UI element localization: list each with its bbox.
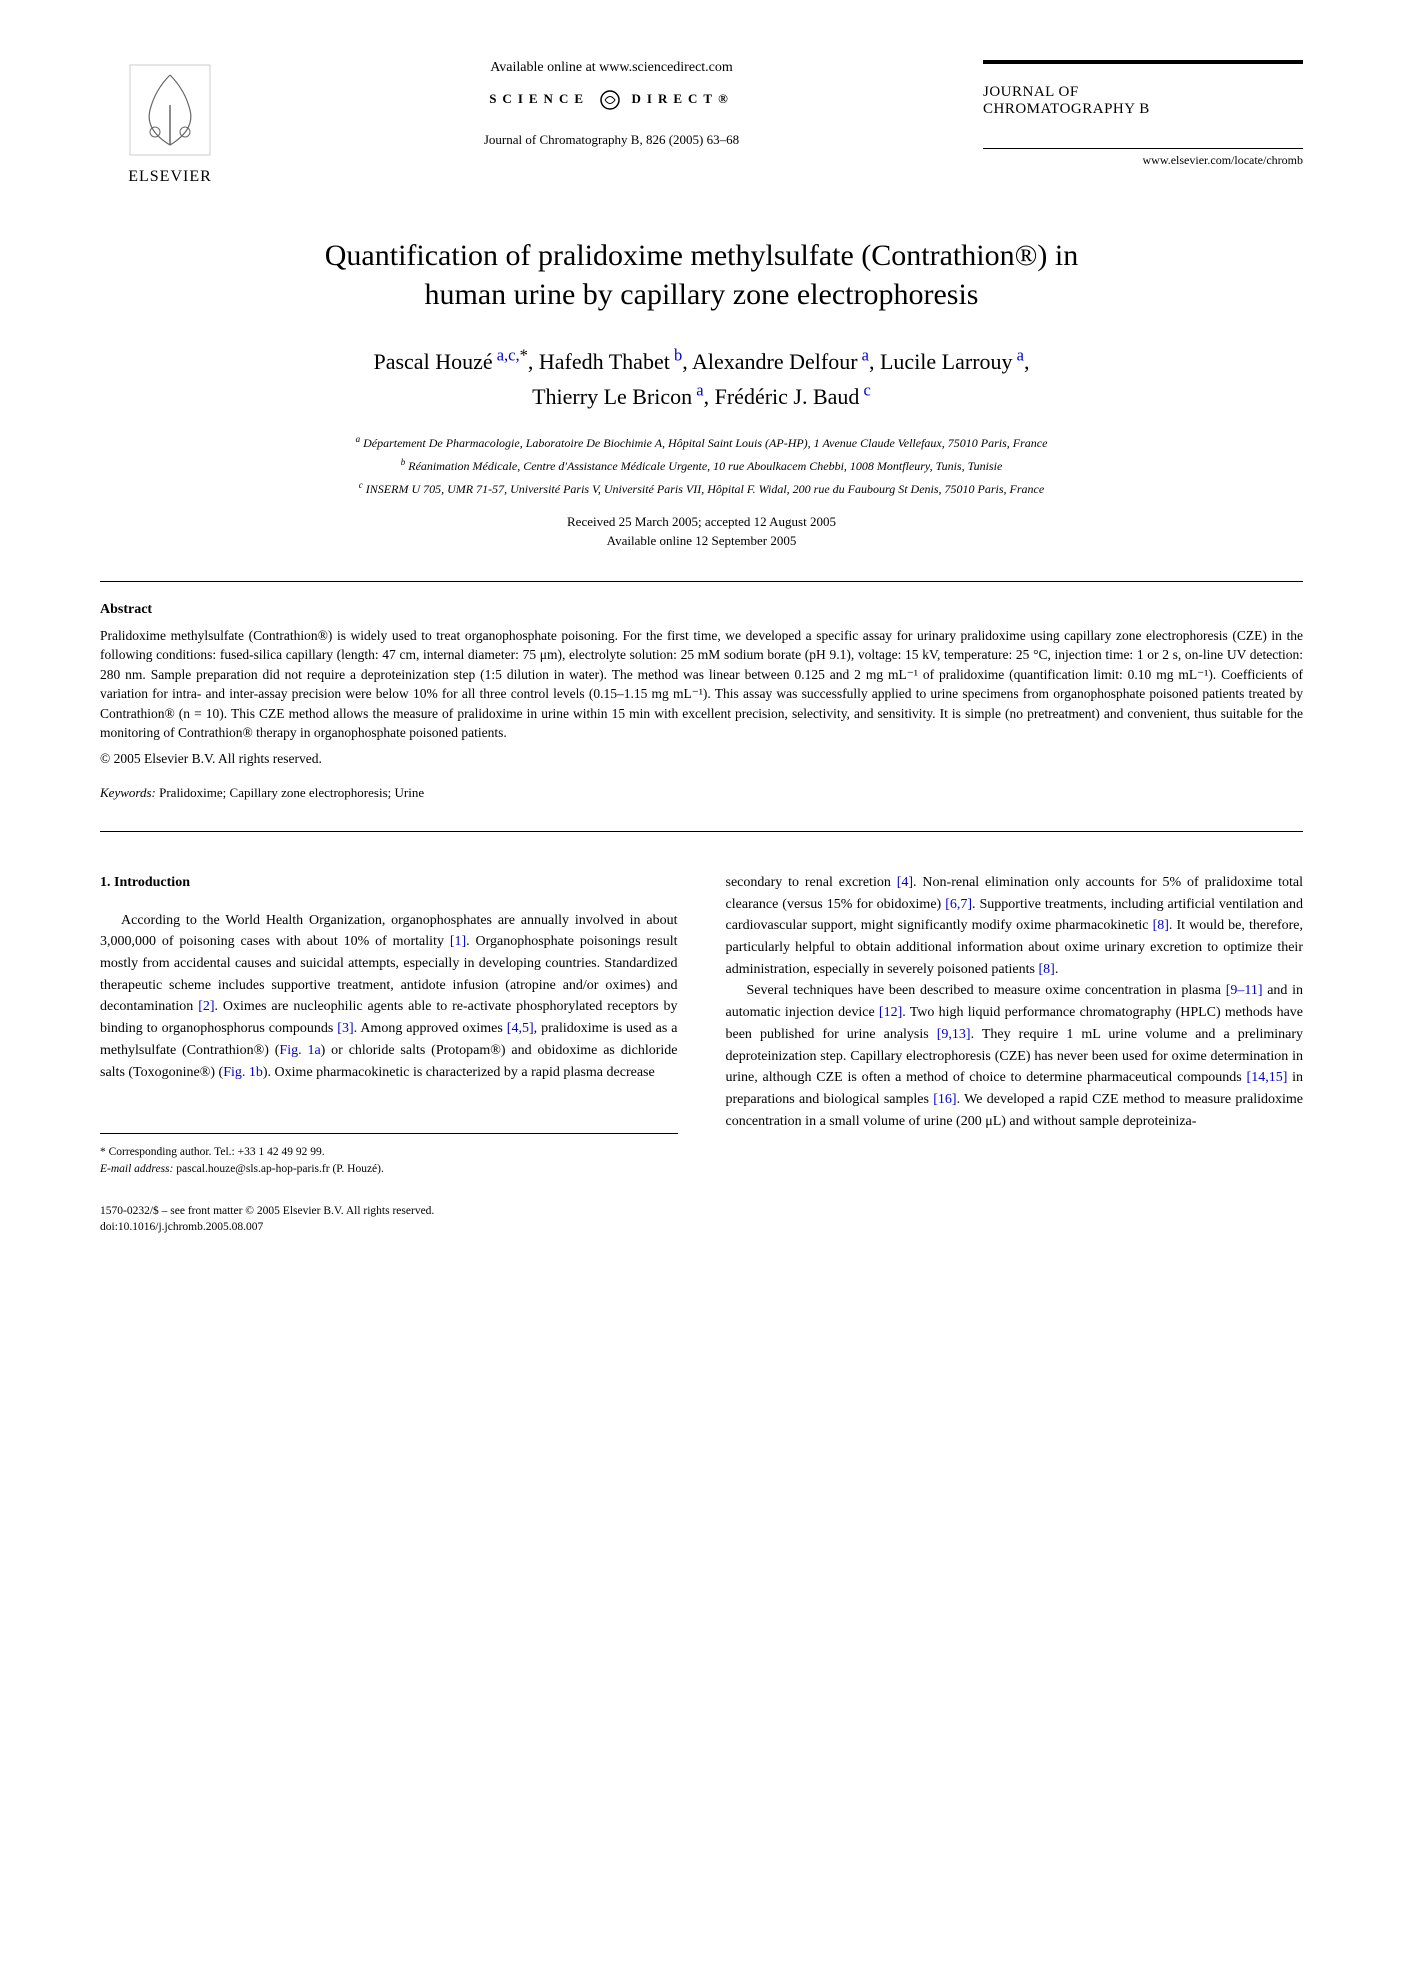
affiliation-a: a Département De Pharmacologie, Laborato… — [100, 433, 1303, 452]
journal-name-line2: CHROMATOGRAPHY B — [983, 101, 1150, 117]
science-direct-part2: DIRECT® — [632, 91, 734, 106]
issn-doi-block: 1570-0232/$ – see front matter © 2005 El… — [100, 1203, 678, 1235]
left-column: 1. Introduction According to the World H… — [100, 872, 678, 1235]
email-label: E-mail address: — [100, 1163, 173, 1175]
received-accepted-dates: Received 25 March 2005; accepted 12 Augu… — [567, 514, 836, 529]
elsevier-tree-logo — [125, 60, 215, 160]
intro-heading: 1. Introduction — [100, 872, 678, 894]
science-direct-part1: SCIENCE — [489, 91, 589, 106]
keywords-block: Keywords: Pralidoxime; Capillary zone el… — [100, 785, 1303, 801]
email-address: pascal.houze@sls.ap-hop-paris.fr (P. Hou… — [173, 1163, 384, 1175]
divider-line — [100, 581, 1303, 582]
body-columns: 1. Introduction According to the World H… — [100, 872, 1303, 1235]
page-header: ELSEVIER Available online at www.science… — [100, 60, 1303, 186]
intro-para-left: According to the World Health Organizati… — [100, 910, 678, 1084]
right-column: secondary to renal excretion [4]. Non-re… — [726, 872, 1304, 1235]
article-title: Quantification of pralidoxime methylsulf… — [100, 236, 1303, 314]
abstract-heading: Abstract — [100, 602, 1303, 618]
authors-block: Pascal Houzé a,c,*, Hafedh Thabet b, Ale… — [100, 344, 1303, 413]
journal-url: www.elsevier.com/locate/chromb — [983, 148, 1303, 168]
header-center: Available online at www.sciencedirect.co… — [240, 60, 983, 148]
publisher-name: ELSEVIER — [128, 168, 212, 186]
copyright-notice: © 2005 Elsevier B.V. All rights reserved… — [100, 751, 1303, 767]
publisher-block: ELSEVIER — [100, 60, 240, 186]
journal-name-line1: JOURNAL OF — [983, 84, 1079, 100]
journal-title-block: JOURNAL OF CHROMATOGRAPHY B www.elsevier… — [983, 60, 1303, 168]
intro-para-right1: secondary to renal excretion [4]. Non-re… — [726, 872, 1304, 980]
title-line1: Quantification of pralidoxime methylsulf… — [325, 239, 1078, 272]
keywords-list: Pralidoxime; Capillary zone electrophore… — [156, 785, 424, 800]
authors-line1: Pascal Houzé a,c,*, Hafedh Thabet b, Ale… — [373, 349, 1029, 374]
available-online-text: Available online at www.sciencedirect.co… — [260, 60, 963, 76]
intro-para-right2: Several techniques have been described t… — [726, 980, 1304, 1132]
journal-name: JOURNAL OF CHROMATOGRAPHY B — [983, 84, 1303, 118]
issn-line: 1570-0232/$ – see front matter © 2005 El… — [100, 1203, 678, 1219]
sciencedirect-swirl-icon — [598, 88, 622, 112]
authors-line2: Thierry Le Bricon a, Frédéric J. Baud c — [532, 384, 871, 409]
journal-citation: Journal of Chromatography B, 826 (2005) … — [260, 132, 963, 148]
title-line2: human urine by capillary zone electropho… — [425, 278, 979, 311]
email-line: E-mail address: pascal.houze@sls.ap-hop-… — [100, 1161, 678, 1178]
affiliation-c: c INSERM U 705, UMR 71-57, Université Pa… — [100, 479, 1303, 498]
corresponding-author: * Corresponding author. Tel.: +33 1 42 4… — [100, 1144, 678, 1161]
divider-line-2 — [100, 831, 1303, 832]
doi-line: doi:10.1016/j.jchromb.2005.08.007 — [100, 1219, 678, 1235]
science-direct-logo: SCIENCE DIRECT® — [260, 88, 963, 112]
keywords-label: Keywords: — [100, 785, 156, 800]
available-online-date: Available online 12 September 2005 — [607, 533, 797, 548]
affiliation-b: b Réanimation Médicale, Centre d'Assista… — [100, 456, 1303, 475]
article-dates: Received 25 March 2005; accepted 12 Augu… — [100, 512, 1303, 551]
abstract-text: Pralidoxime methylsulfate (Contrathion®)… — [100, 626, 1303, 743]
footnotes-block: * Corresponding author. Tel.: +33 1 42 4… — [100, 1133, 678, 1179]
